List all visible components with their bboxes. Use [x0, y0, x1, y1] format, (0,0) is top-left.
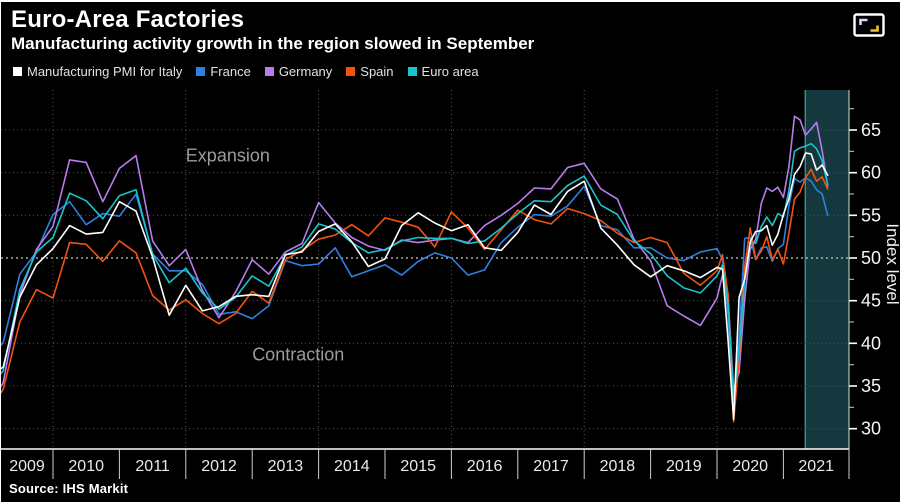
x-tick-label: 2019: [666, 458, 702, 475]
source-attribution: Source: IHS Markit: [9, 481, 129, 496]
legend-swatch-spain: [346, 67, 356, 76]
legend-label-germany: Germany: [278, 64, 333, 79]
x-tick-label: 2021: [798, 458, 834, 475]
y-axis-ticks: 30 35 40 45 50 55 60 65: [849, 108, 881, 439]
legend-label-euro-area: Euro area: [421, 64, 479, 79]
legend-item-spain[interactable]: Spain: [346, 64, 394, 79]
y-axis-title: Index level: [883, 223, 901, 304]
chart-legend: Manufacturing PMI for Italy France Germa…: [13, 64, 479, 79]
legend-swatch-germany: [264, 67, 274, 76]
chart-subtitle: Manufacturing activity growth in the reg…: [11, 34, 535, 53]
x-axis-years: 2009 2010 2011 2012 2013 2014 2015 2016 2017 2018…: [9, 449, 850, 479]
y-tick-label: 60: [861, 163, 881, 183]
legend-label-france: France: [210, 64, 251, 79]
expand-icon-bottom-right-bracket: [870, 25, 879, 32]
x-tick-label: 2013: [268, 458, 304, 475]
vertical-gridlines: [52, 90, 718, 449]
highlight-band: [804, 90, 849, 449]
y-tick-label: 40: [861, 333, 881, 353]
series-lines: [1, 115, 829, 423]
annotation-expansion: Expansion: [186, 146, 270, 166]
y-tick-label: 55: [861, 205, 881, 225]
y-tick-label: 45: [861, 291, 881, 311]
x-tick-label: 2009: [9, 458, 45, 475]
x-tick-label: 2018: [600, 458, 636, 475]
x-tick-label: 2012: [201, 458, 237, 475]
legend-item-euro-area[interactable]: Euro area: [407, 64, 479, 79]
y-tick-label: 50: [861, 248, 881, 268]
legend-swatch-france: [196, 67, 206, 76]
series-line-euro-area: [1, 142, 829, 401]
legend-label-spain: Spain: [360, 64, 394, 79]
axes: [1, 90, 850, 450]
series-line-manufacturing-pmi-for-italy: [1, 152, 829, 421]
legend-item-germany[interactable]: Germany: [264, 64, 333, 79]
series-line-france: [1, 177, 829, 417]
legend-swatch-italy: [13, 67, 22, 76]
y-tick-label: 35: [861, 376, 881, 396]
x-tick-label: 2017: [533, 458, 569, 475]
horizontal-gridlines: [1, 129, 849, 430]
expand-chart-button[interactable]: [852, 12, 886, 39]
x-tick-label: 2014: [334, 458, 370, 475]
chart-title: Euro-Area Factories: [11, 6, 245, 33]
series-line-germany: [1, 115, 829, 392]
legend-swatch-euro-area: [407, 67, 417, 76]
expand-icon-top-left-bracket: [859, 18, 868, 25]
expand-chart-icon: [853, 13, 885, 37]
x-tick-label: 2010: [68, 458, 104, 475]
x-tick-label: 2011: [135, 458, 170, 475]
legend-item-italy[interactable]: Manufacturing PMI for Italy: [13, 64, 182, 79]
x-tick-label: 2015: [400, 458, 436, 475]
legend-label-italy: Manufacturing PMI for Italy: [27, 64, 183, 79]
y-tick-label: 30: [861, 419, 881, 439]
annotation-contraction: Contraction: [252, 344, 344, 364]
x-tick-label: 2016: [467, 458, 503, 475]
series-line-spain: [1, 168, 829, 423]
x-tick-label: 2020: [732, 458, 768, 475]
legend-item-france[interactable]: France: [196, 64, 251, 79]
y-tick-label: 65: [861, 120, 881, 140]
